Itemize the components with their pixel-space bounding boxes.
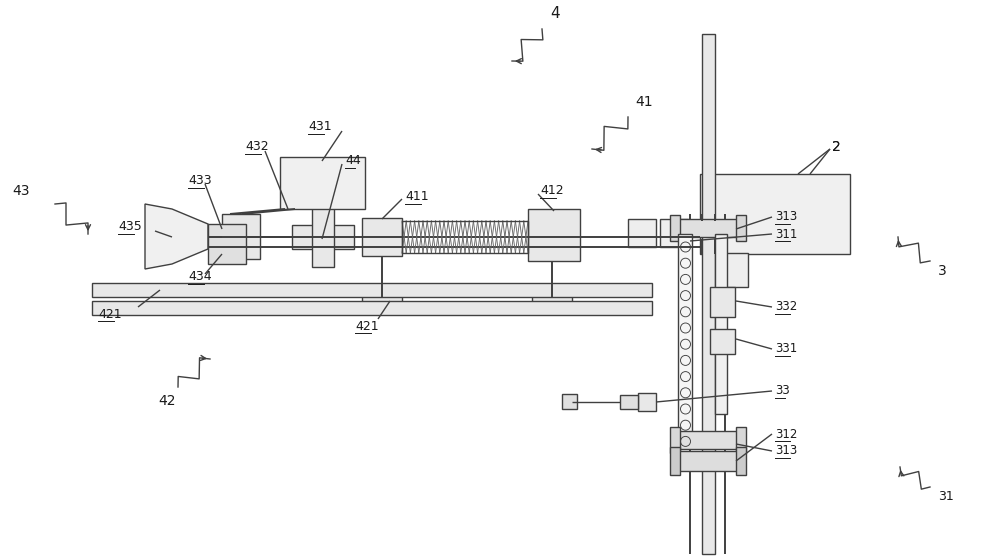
Bar [710, 287, 735, 317]
Text: 3: 3 [938, 264, 947, 278]
Polygon shape [145, 204, 208, 269]
Text: 435: 435 [118, 220, 142, 234]
Text: 421: 421 [98, 307, 122, 320]
Text: 421: 421 [355, 320, 379, 333]
Bar [700, 174, 850, 254]
Bar [292, 225, 354, 249]
Bar [678, 219, 738, 237]
Bar [736, 427, 746, 453]
Text: 433: 433 [188, 174, 212, 187]
Text: 42: 42 [158, 394, 176, 408]
Bar [280, 157, 365, 209]
Bar [362, 218, 402, 256]
Bar [678, 431, 738, 449]
Bar [528, 209, 580, 261]
Bar [715, 234, 727, 414]
Bar [562, 394, 577, 409]
Bar [722, 253, 748, 287]
Bar [620, 395, 638, 409]
Bar [638, 393, 656, 411]
Bar [670, 447, 680, 475]
Bar [532, 295, 572, 307]
Bar [736, 447, 746, 475]
Text: 2: 2 [832, 140, 841, 154]
Text: 431: 431 [308, 121, 332, 134]
Text: 2: 2 [832, 140, 841, 154]
Text: 43: 43 [12, 184, 30, 198]
Bar [92, 283, 652, 297]
Bar [678, 234, 692, 444]
Bar [628, 219, 656, 247]
Bar [222, 214, 260, 259]
Bar [362, 295, 402, 307]
Bar [702, 34, 715, 554]
Text: 4: 4 [550, 6, 560, 21]
Text: 44: 44 [345, 154, 361, 168]
Text: 432: 432 [245, 140, 269, 154]
Text: 312: 312 [775, 428, 797, 440]
Bar [670, 215, 680, 241]
Text: 412: 412 [540, 184, 564, 197]
Bar [660, 219, 688, 247]
Bar [678, 451, 738, 471]
Bar [402, 221, 528, 253]
Bar [736, 215, 746, 241]
Text: 311: 311 [775, 228, 797, 240]
Text: 332: 332 [775, 301, 797, 314]
Bar [710, 329, 735, 354]
Text: 434: 434 [188, 271, 212, 283]
Text: 331: 331 [775, 343, 797, 356]
Bar [670, 427, 680, 453]
Bar [92, 301, 652, 315]
Text: 41: 41 [635, 95, 653, 109]
Bar [208, 224, 246, 264]
Text: 33: 33 [775, 385, 790, 397]
Text: 313: 313 [775, 211, 797, 224]
Text: 411: 411 [405, 191, 429, 203]
Bar [312, 207, 334, 267]
Text: 313: 313 [775, 444, 797, 457]
Text: 31: 31 [938, 490, 954, 504]
